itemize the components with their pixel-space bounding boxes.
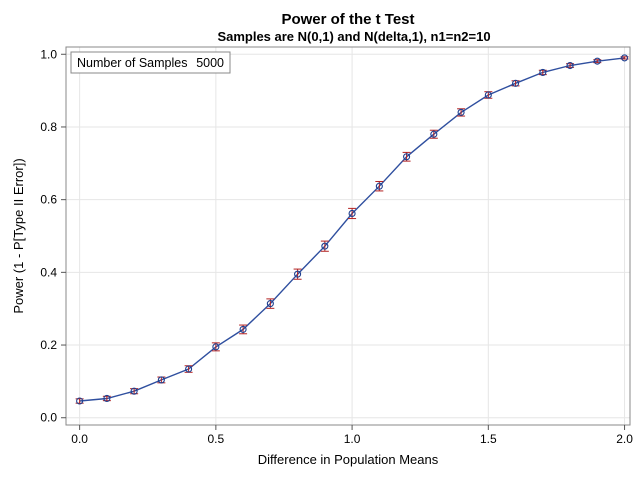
data-point (375, 182, 383, 190)
data-point (157, 376, 165, 384)
y-tick-label: 0.4 (40, 265, 57, 279)
data-point (130, 387, 138, 395)
data-point (430, 130, 438, 138)
error-bar (457, 108, 466, 117)
inset-box (70, 51, 231, 74)
data-point (185, 365, 193, 373)
data-point (294, 270, 302, 278)
x-tick-label: 1.5 (480, 432, 497, 446)
data-point (457, 108, 465, 116)
data-point (348, 209, 356, 218)
chart-subtitle: Samples are N(0,1) and N(delta,1), n1=n2… (217, 29, 490, 44)
inset-value: 5000 (196, 56, 224, 70)
samples-inset: Number of Samples 5000 (70, 51, 231, 74)
x-tick-label: 0.0 (71, 432, 88, 446)
data-point (512, 79, 520, 87)
data-point (239, 325, 247, 333)
x-tick-label: 2.0 (616, 432, 633, 446)
data-point (539, 68, 547, 76)
data-point (621, 54, 629, 62)
data-point (266, 300, 274, 308)
data-points (76, 54, 629, 405)
data-point (484, 91, 492, 99)
y-axis-label: Power (1 - P[Type II Error]) (11, 158, 26, 313)
data-point (566, 61, 574, 70)
data-point (103, 394, 111, 403)
plot-frame (65, 46, 631, 426)
y-tick-label: 1.0 (40, 47, 57, 61)
grid (66, 47, 630, 425)
data-point (403, 153, 411, 161)
y-tick-label: 0.8 (40, 120, 57, 134)
axis-ticks: 0.0 0.5 1.0 1.5 2.0 0.0 0.2 0.4 0.6 0.8 1.0 (40, 47, 633, 446)
x-axis-label: Difference in Population Means (258, 452, 439, 467)
x-tick-label: 0.5 (208, 432, 225, 446)
chart-title: Power of the t Test (281, 11, 414, 28)
data-point (593, 57, 601, 65)
y-tick-label: 0.0 (40, 411, 57, 425)
y-tick-label: 0.6 (40, 193, 57, 207)
data-point (212, 343, 220, 351)
data-point (76, 397, 84, 405)
data-point (321, 242, 329, 250)
x-tick-label: 1.0 (344, 432, 361, 446)
y-tick-label: 0.2 (40, 338, 57, 352)
inset-label: Number of Samples (77, 56, 187, 70)
